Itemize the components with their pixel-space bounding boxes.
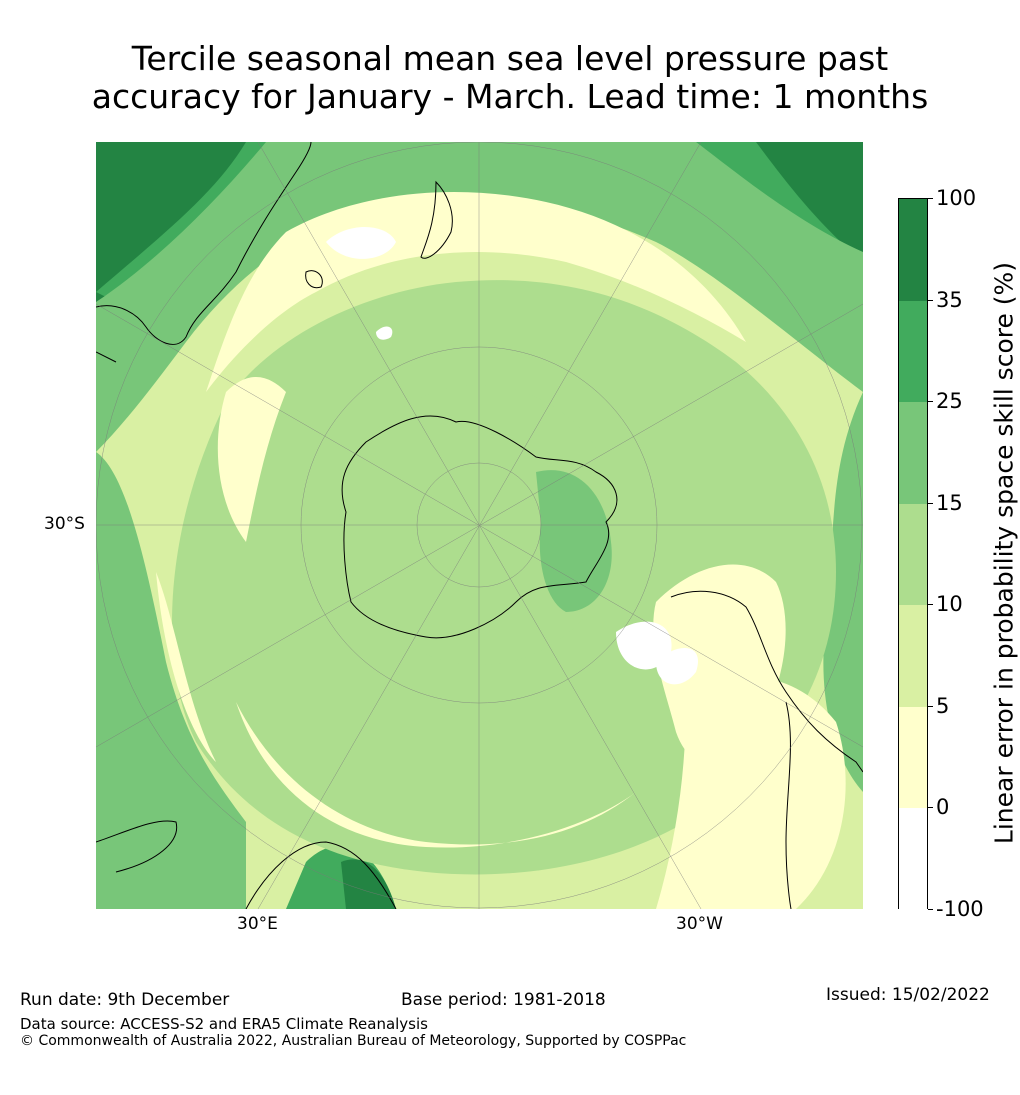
graticule [96, 142, 863, 909]
south-america-coastline [670, 590, 863, 909]
run-date: Run date: 9th December [20, 990, 230, 1010]
colorbar-segment [899, 199, 927, 301]
skill-region-bottom-center-dark [341, 859, 396, 909]
colorbar-tick-label: 0 [936, 795, 950, 820]
colorbar-tick-label: 5 [936, 693, 950, 718]
colorbar-tick-mark [928, 198, 933, 199]
polar-skill-map [96, 142, 863, 909]
colorbar-tick-label: 15 [936, 490, 963, 515]
antarctica-coastline [341, 415, 618, 639]
no-skill-patch-1 [326, 227, 396, 259]
colorbar-label-text: Linear error in probability space skill … [989, 261, 1019, 845]
colorbar-tick-mark [928, 502, 933, 504]
colorbar-tick-mark [928, 909, 933, 910]
new-zealand-coastline [420, 180, 453, 259]
colorbar-segment [899, 706, 927, 809]
colorbar-segment [899, 503, 927, 606]
skill-band-left [96, 452, 246, 909]
africa-coastline [96, 820, 397, 909]
no-skill-patch-4 [376, 326, 393, 340]
issued-date: Issued: 15/02/2022 [826, 985, 990, 1005]
colorbar-tick-mark [928, 604, 933, 606]
copyright: © Commonwealth of Australia 2022, Austra… [20, 1033, 687, 1049]
colorbar-tick-mark [928, 807, 933, 809]
no-skill-patch-3 [656, 648, 698, 685]
meridian-120 [96, 303, 863, 748]
skill-band-right [823, 392, 863, 792]
colorbar-tick-label: 10 [936, 592, 963, 617]
no-skill-patch-2 [616, 621, 672, 670]
title-line-2: accuracy for January - March. Lead time:… [91, 77, 929, 116]
colorbar-tick-label: -100 [936, 897, 984, 921]
title-line-1: Tercile seasonal mean sea level pressure… [131, 39, 889, 78]
skill-region-top-right-dark [756, 142, 863, 262]
antarctic-skill-patch [536, 470, 612, 612]
lat-label-30s: 30°S [44, 514, 85, 534]
colorbar-tick-label: 100 [936, 186, 977, 210]
data-source: Data source: ACCESS-S2 and ERA5 Climate … [20, 1015, 428, 1033]
skill-belt-south-america [656, 677, 846, 909]
tasmania-coastline [305, 270, 323, 289]
lon-label-30w: 30°W [676, 914, 723, 934]
colorbar-tick-label: 35 [936, 287, 963, 312]
skill-region-top-left-dark [96, 142, 246, 292]
colorbar-segment [899, 605, 927, 707]
colorbar-tick-mark [928, 401, 933, 403]
colorbar-segment [899, 402, 927, 504]
colorbar-segment [899, 808, 927, 910]
chart-title: Tercile seasonal mean sea level pressure… [0, 40, 1020, 116]
colorbar-tick-label: 25 [936, 389, 963, 414]
colorbar-tick-mark [928, 299, 933, 301]
colorbar [898, 198, 928, 910]
skill-belt-west [217, 377, 286, 542]
australia-coastline [96, 142, 312, 363]
base-period: Base period: 1981-2018 [401, 990, 606, 1010]
skill-band-upper [96, 142, 863, 452]
skill-belt-lower-left [156, 572, 216, 762]
colorbar-segment [899, 300, 927, 403]
lon-label-30e: 30°E [237, 914, 278, 934]
colorbar-tick-mark [928, 705, 933, 707]
